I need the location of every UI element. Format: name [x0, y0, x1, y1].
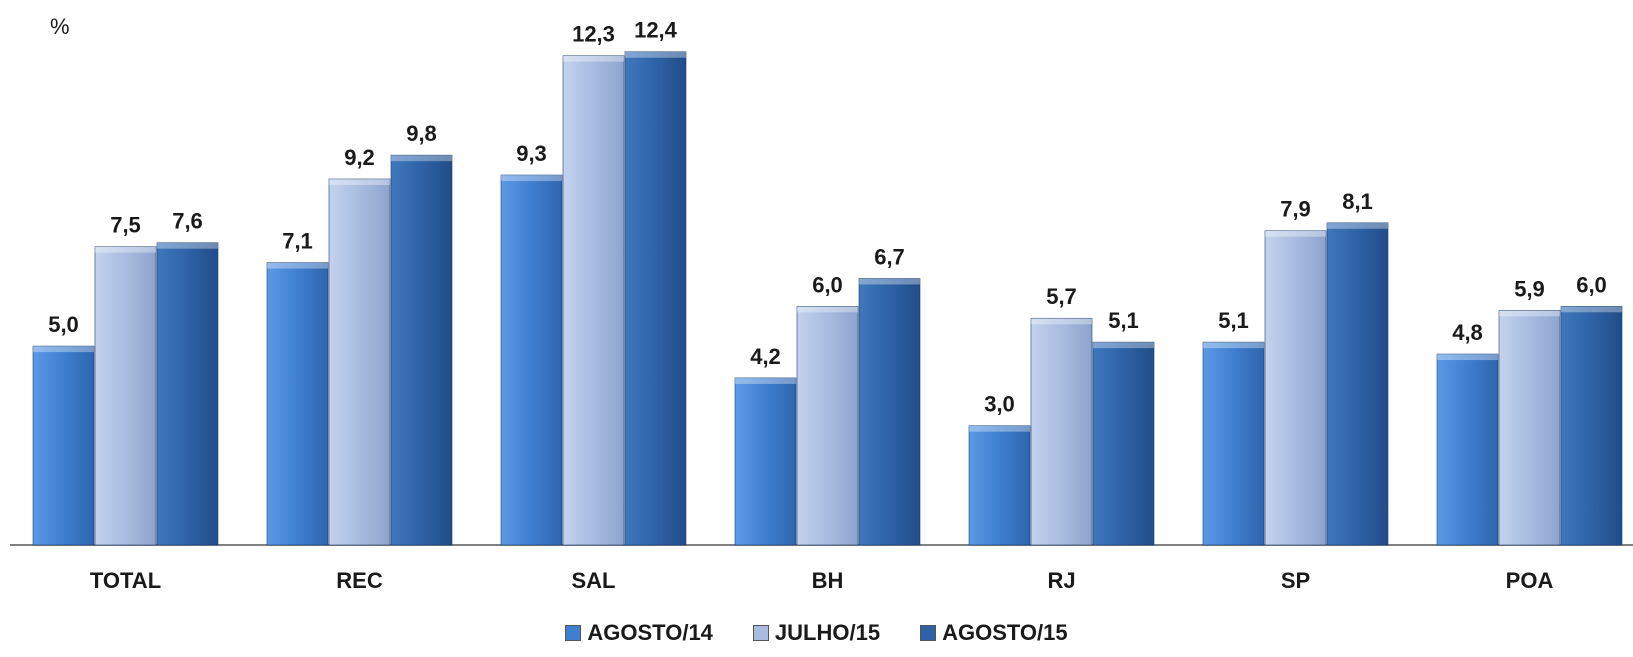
data-label: 9,8	[406, 121, 437, 146]
bar-highlight	[501, 175, 562, 182]
data-label: 5,9	[1514, 276, 1545, 301]
bar-highlight	[157, 242, 218, 249]
legend-label: JULHO/15	[774, 620, 881, 645]
bar-highlight	[1093, 342, 1154, 349]
data-label: 5,1	[1218, 308, 1249, 333]
bar-poa-series-1	[1436, 353, 1499, 546]
bar-rec-series-2	[328, 178, 391, 546]
bar-chart: 5,0 7,5 7,6 7,1 9,2 9,8 9,3 12,3 12,4 4,2 6,0 6,7 3,…	[10, 18, 1633, 593]
legend: AGOSTO/14 JULHO/15 AGOSTO/15	[0, 620, 1633, 646]
bar-sp-series-1	[1202, 341, 1265, 546]
bar-rec-series-3	[390, 154, 453, 546]
bar-highlight	[1437, 354, 1498, 361]
data-label: 6,0	[1576, 272, 1607, 297]
data-label: 5,1	[1108, 308, 1139, 333]
bar-total-series-2	[94, 246, 157, 546]
bar-poa-series-3	[1560, 306, 1623, 546]
data-label: 9,2	[344, 145, 375, 170]
bar-rec-series-1	[266, 262, 329, 546]
bar-highlight	[267, 262, 328, 269]
legend-swatch	[920, 625, 937, 641]
category-label-poa: POA	[1506, 568, 1554, 593]
data-label: 12,4	[634, 18, 678, 43]
bar-total-series-1	[32, 345, 95, 546]
bar-rj-series-3	[1092, 341, 1155, 546]
data-label: 8,1	[1342, 189, 1373, 214]
bar-sal-series-2	[562, 55, 625, 546]
category-label-bh: BH	[812, 568, 844, 593]
bar-sp-series-3	[1326, 222, 1389, 546]
bar-highlight	[735, 377, 796, 384]
legend-label: AGOSTO/14	[587, 620, 713, 645]
bar-highlight	[391, 155, 452, 162]
bar-rj-series-2	[1030, 317, 1093, 546]
legend-swatch	[565, 625, 582, 641]
bar-highlight	[625, 51, 686, 58]
data-label: 6,7	[874, 244, 905, 269]
category-label-rec: REC	[336, 568, 383, 593]
bar-highlight	[1031, 318, 1092, 325]
data-label: 7,6	[172, 209, 203, 234]
legend-label: AGOSTO/15	[942, 620, 1068, 645]
bar-highlight	[563, 55, 624, 62]
category-label-sal: SAL	[572, 568, 616, 593]
bar-sal-series-3	[624, 51, 687, 546]
bar-highlight	[797, 306, 858, 313]
bar-highlight	[1265, 230, 1326, 237]
bar-highlight	[1327, 222, 1388, 229]
bar-highlight	[33, 346, 94, 353]
bar-bh-series-2	[796, 306, 859, 546]
data-label: 5,7	[1046, 284, 1077, 309]
data-label: 6,0	[812, 272, 843, 297]
data-label: 3,0	[984, 392, 1015, 417]
data-label: 4,8	[1452, 320, 1483, 345]
bar-sp-series-2	[1264, 230, 1327, 546]
bar-highlight	[329, 179, 390, 186]
bar-poa-series-2	[1498, 309, 1561, 546]
bar-total-series-3	[156, 242, 219, 546]
data-label: 4,2	[750, 344, 781, 369]
data-label: 7,1	[282, 229, 313, 254]
bar-highlight	[859, 278, 920, 285]
bar-highlight	[95, 246, 156, 253]
bar-highlight	[969, 425, 1030, 432]
bar-highlight	[1203, 342, 1264, 349]
legend-swatch	[752, 625, 769, 641]
bar-rj-series-1	[968, 425, 1031, 546]
legend-item-series-3: AGOSTO/15	[920, 620, 1068, 646]
category-label-sp: SP	[1281, 568, 1310, 593]
bar-bh-series-1	[734, 377, 797, 546]
bar-highlight	[1561, 306, 1622, 313]
bar-highlight	[1499, 310, 1560, 317]
category-label-rj: RJ	[1047, 568, 1075, 593]
category-label-total: TOTAL	[90, 568, 161, 593]
data-label: 7,9	[1280, 197, 1311, 222]
data-label: 5,0	[48, 312, 79, 337]
legend-item-series-2: JULHO/15	[752, 620, 881, 646]
unit-label: %	[50, 14, 70, 39]
data-label: 12,3	[572, 22, 615, 47]
bar-bh-series-3	[858, 278, 921, 546]
bar-sal-series-1	[500, 174, 563, 546]
data-label: 9,3	[516, 141, 547, 166]
data-label: 7,5	[110, 213, 141, 238]
legend-item-series-1: AGOSTO/14	[565, 620, 713, 646]
